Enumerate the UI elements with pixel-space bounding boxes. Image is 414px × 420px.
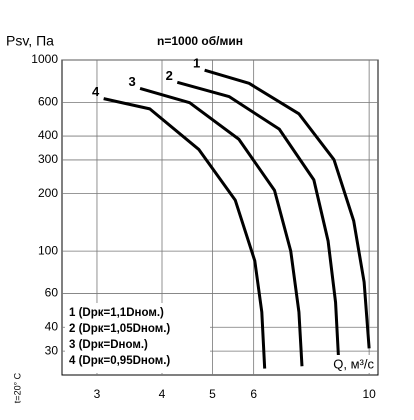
curve-label: 2 — [166, 68, 173, 83]
curve — [204, 68, 371, 349]
y-axis-title: Psv, Па — [6, 33, 54, 49]
y-tick-label: 300 — [38, 152, 58, 166]
x-tick-label: 6 — [250, 387, 257, 401]
curve — [176, 80, 341, 367]
curve — [139, 86, 304, 367]
y-tick-label: 600 — [38, 95, 58, 109]
y-tick-label: 400 — [38, 128, 58, 142]
x-title-bg — [333, 355, 376, 373]
chart-title: n=1000 об/мин — [157, 34, 243, 48]
legend-entry: 2 (Dрк=1,05Dном.) — [69, 323, 170, 335]
note: t=20° C — [12, 372, 22, 403]
legend-entry: 4 (Dрк=0,95Dном.) — [69, 355, 170, 367]
y-tick-label: 1000 — [31, 52, 58, 66]
x-tick-label: 4 — [159, 387, 166, 401]
x-tick-label: 10 — [362, 387, 376, 401]
curve-label: 1 — [193, 56, 200, 71]
y-tick-label: 200 — [38, 186, 58, 200]
y-tick-label: 100 — [38, 243, 58, 257]
legend-entry: 3 (Dрк=Dном.) — [69, 339, 148, 351]
curve-label: 4 — [92, 84, 100, 99]
y-tick-label: 40 — [45, 319, 59, 333]
legend-box — [65, 303, 210, 373]
y-tick-label: 60 — [45, 286, 59, 300]
x-axis-title: Q, м³/с — [333, 356, 374, 371]
y-tick-label: 30 — [45, 343, 59, 357]
x-tick-label: 5 — [209, 387, 216, 401]
curve — [103, 97, 267, 369]
x-tick-label: 3 — [94, 387, 101, 401]
legend-entry: 1 (Dрк=1,1Dном.) — [69, 307, 164, 319]
curve-label: 3 — [128, 74, 135, 89]
